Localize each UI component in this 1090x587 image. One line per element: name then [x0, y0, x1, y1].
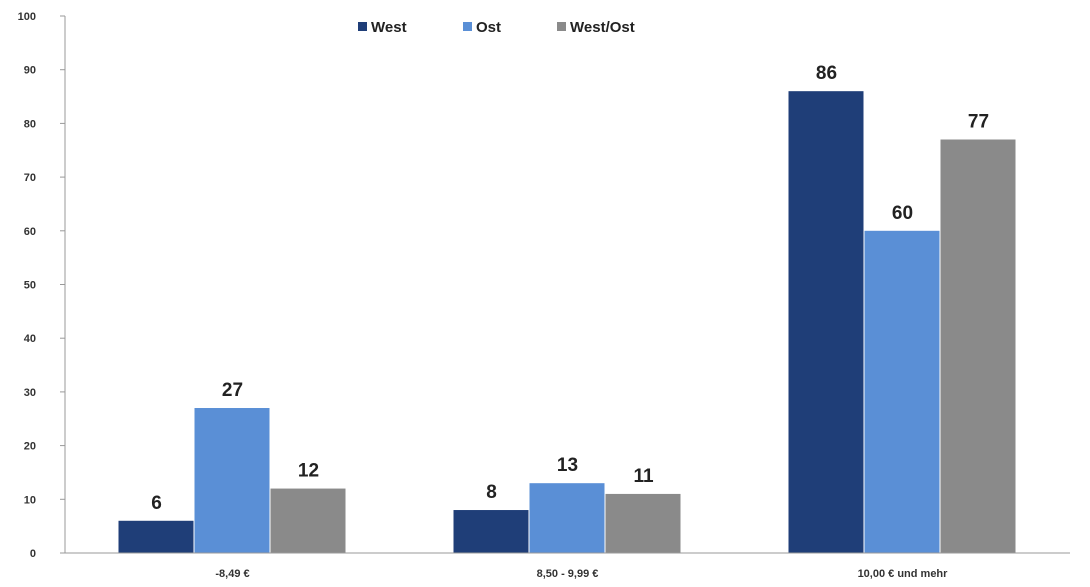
legend-swatch — [463, 22, 472, 31]
bar-west — [788, 91, 864, 554]
legend-swatch — [557, 22, 566, 31]
y-axis: 0 10 20 30 40 50 60 70 80 90 100 — [18, 11, 66, 560]
bar-group: 86 60 77 — [788, 63, 1016, 554]
bar-group: 8 13 11 — [453, 455, 681, 553]
y-tick-label: 30 — [24, 387, 36, 399]
data-label: 8 — [486, 482, 497, 503]
legend-item: Ost — [463, 19, 501, 36]
y-tick-label: 70 — [24, 172, 36, 184]
legend-swatch — [358, 22, 367, 31]
x-tick-label: 8,50 - 9,99 € — [537, 568, 599, 580]
bar-group: 6 27 12 — [118, 380, 346, 553]
x-tick-label: -8,49 € — [215, 568, 249, 580]
bar-ost — [194, 408, 270, 553]
y-tick-label: 10 — [24, 494, 36, 506]
legend-label: Ost — [476, 19, 501, 36]
bar-ost — [864, 230, 940, 554]
legend-label: West — [371, 19, 407, 36]
data-label: 86 — [816, 63, 837, 84]
y-tick-label: 0 — [30, 548, 36, 560]
bar-ost — [529, 483, 605, 553]
data-label: 13 — [557, 455, 578, 476]
bar-west-ost — [605, 493, 681, 553]
y-tick-label: 60 — [24, 226, 36, 238]
y-tick-label: 50 — [24, 280, 36, 292]
legend-item: West — [358, 19, 407, 36]
bar-west — [453, 510, 529, 553]
y-tick-label: 80 — [24, 118, 36, 130]
data-label: 27 — [222, 380, 243, 401]
data-label: 11 — [633, 466, 654, 487]
y-tick-label: 20 — [24, 441, 36, 453]
bar-west-ost — [940, 139, 1016, 553]
x-axis: -8,49 € 8,50 - 9,99 € 10,00 € und mehr — [65, 552, 1070, 580]
bars: 6 27 12 8 13 11 86 60 77 — [118, 63, 1016, 554]
x-tick-label: 10,00 € und mehr — [858, 568, 949, 580]
y-tick-label: 90 — [24, 65, 36, 77]
y-tick-label: 40 — [24, 333, 36, 345]
y-tick-label: 100 — [18, 11, 36, 23]
legend-label: West/Ost — [570, 19, 635, 36]
legend-item: West/Ost — [557, 19, 635, 36]
bar-west — [118, 520, 194, 553]
data-label: 77 — [968, 112, 989, 133]
data-label: 6 — [151, 493, 162, 514]
data-label: 60 — [892, 203, 913, 224]
data-label: 12 — [298, 461, 319, 482]
bar-west-ost — [270, 488, 346, 553]
legend: West Ost West/Ost — [358, 19, 635, 36]
